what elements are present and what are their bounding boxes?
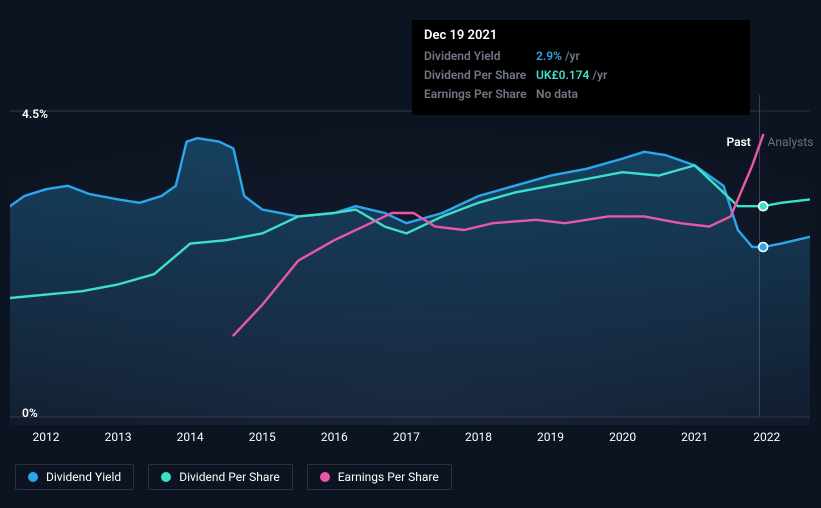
legend-swatch: [320, 472, 330, 482]
x-tick: 2017: [393, 430, 420, 444]
legend-swatch: [161, 472, 171, 482]
x-tick: 2022: [753, 430, 780, 444]
x-tick: 2013: [105, 430, 132, 444]
x-tick: 2021: [681, 430, 708, 444]
tooltip-row: Dividend Per ShareUK£0.174/yr: [424, 66, 738, 85]
tooltip-value: 2.9%: [536, 47, 562, 66]
x-tick: 2012: [33, 430, 60, 444]
tooltip-label: Dividend Per Share: [424, 66, 536, 85]
x-tick: 2014: [177, 430, 204, 444]
tooltip-suffix: /yr: [592, 66, 607, 85]
legend-item[interactable]: Earnings Per Share: [307, 464, 452, 490]
tooltip-suffix: /yr: [565, 47, 580, 66]
chart-plot[interactable]: [10, 95, 810, 425]
dividend-chart: Dec 19 2021 Dividend Yield2.9%/yrDividen…: [0, 0, 821, 508]
legend-label: Dividend Per Share: [179, 470, 280, 484]
chart-svg: [10, 95, 810, 425]
x-tick: 2018: [465, 430, 492, 444]
legend-swatch: [28, 472, 38, 482]
past-marker-label: Past: [727, 135, 751, 149]
legend-label: Dividend Yield: [46, 470, 121, 484]
tooltip-value: No data: [536, 85, 578, 104]
legend-item[interactable]: Dividend Yield: [15, 464, 134, 490]
tooltip-row: Dividend Yield2.9%/yr: [424, 47, 738, 66]
x-tick: 2019: [537, 430, 564, 444]
x-tick: 2016: [321, 430, 348, 444]
tooltip-value: UK£0.174: [536, 66, 589, 85]
tooltip-label: Dividend Yield: [424, 47, 536, 66]
x-tick: 2020: [609, 430, 636, 444]
tooltip-rows: Dividend Yield2.9%/yrDividend Per ShareU…: [424, 47, 738, 105]
tooltip-date: Dec 19 2021: [424, 28, 738, 43]
legend-item[interactable]: Dividend Per Share: [148, 464, 293, 490]
tooltip-row: Earnings Per ShareNo data: [424, 85, 738, 104]
y-axis-min: 0%: [22, 406, 38, 420]
analysts-marker-label: Analysts: [768, 135, 814, 149]
chart-legend: Dividend Yield Dividend Per Share Earnings…: [15, 464, 452, 490]
chart-tooltip: Dec 19 2021 Dividend Yield2.9%/yrDividen…: [412, 20, 750, 115]
legend-label: Earnings Per Share: [338, 470, 439, 484]
tooltip-label: Earnings Per Share: [424, 85, 536, 104]
x-axis-labels: 2012 2013 2014 2015 2016 2017 2018 2019 2020 2021…: [10, 430, 810, 446]
x-tick: 2015: [249, 430, 276, 444]
y-axis-max: 4.5%: [22, 107, 48, 121]
